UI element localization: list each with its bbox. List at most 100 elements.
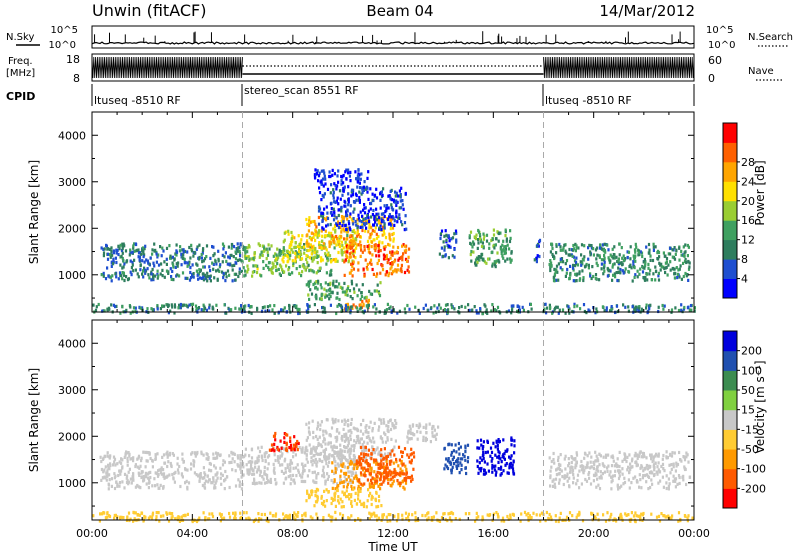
data-cell (356, 428, 359, 432)
data-cell (372, 208, 375, 213)
data-cell (374, 498, 377, 502)
data-cell (378, 292, 381, 296)
data-cell (354, 256, 357, 260)
data-cell (497, 450, 500, 454)
data-cell (382, 225, 385, 229)
data-cell (121, 245, 124, 249)
data-cell (647, 251, 650, 255)
data-cell (192, 272, 195, 276)
data-cell (171, 255, 174, 259)
data-cell (457, 457, 460, 461)
data-cell (377, 452, 380, 456)
data-cell (405, 259, 409, 263)
data-cell (566, 472, 569, 476)
data-cell (154, 453, 157, 457)
data-cell (474, 258, 478, 262)
data-cell (674, 306, 677, 310)
data-cell (634, 306, 637, 310)
data-cell (337, 495, 340, 499)
data-cell (335, 243, 338, 247)
data-cell (197, 306, 201, 310)
data-cell (633, 255, 636, 260)
data-cell (632, 514, 636, 518)
data-cell (557, 519, 560, 524)
data-cell (333, 246, 336, 250)
data-cell (608, 268, 611, 272)
data-cell (277, 447, 280, 451)
data-cell (157, 274, 160, 278)
data-cell (644, 264, 647, 268)
data-cell (480, 458, 484, 462)
data-cell (290, 448, 293, 452)
data-cell (137, 251, 141, 255)
data-cell (650, 278, 653, 282)
data-cell (268, 454, 271, 458)
data-cell (174, 470, 177, 474)
data-cell (591, 265, 594, 269)
data-cell (506, 448, 509, 452)
data-cell (318, 191, 322, 195)
data-cell (572, 268, 575, 272)
data-cell (117, 244, 120, 248)
data-cell (300, 448, 303, 452)
data-cell (323, 217, 326, 221)
data-cell (115, 275, 118, 279)
data-cell (315, 512, 318, 516)
data-cell (508, 247, 511, 251)
data-cell (283, 231, 286, 235)
data-cell (594, 450, 597, 454)
data-cell (100, 478, 103, 482)
data-cell (241, 260, 244, 264)
data-cell (279, 439, 282, 443)
data-cell (323, 287, 326, 291)
data-cell (381, 440, 384, 444)
data-cell (454, 229, 458, 233)
data-cell (328, 170, 331, 174)
data-cell (131, 260, 134, 264)
data-cell (401, 244, 404, 248)
data-cell (509, 464, 512, 468)
data-cell (340, 453, 343, 457)
data-cell (242, 305, 245, 309)
data-cell (365, 468, 368, 472)
data-cell (552, 254, 555, 258)
data-cell (137, 275, 140, 279)
data-cell (328, 453, 331, 458)
data-cell (344, 307, 347, 311)
data-cell (491, 457, 494, 461)
data-cell (234, 278, 237, 282)
data-cell (272, 514, 275, 518)
data-cell (121, 251, 124, 255)
data-cell (693, 306, 696, 310)
data-cell (483, 468, 486, 472)
data-cell (303, 251, 306, 255)
data-cell (202, 259, 205, 263)
data-cell (535, 256, 538, 260)
data-cell (402, 252, 405, 256)
data-cell (627, 250, 631, 254)
data-cell (336, 237, 339, 241)
data-cell (223, 479, 226, 483)
data-cell (285, 264, 288, 268)
data-cell (316, 235, 319, 239)
data-cell (377, 216, 381, 220)
data-cell (292, 443, 295, 447)
data-cell (325, 205, 328, 209)
data-cell (570, 456, 574, 460)
data-cell (540, 511, 543, 515)
data-cell (111, 253, 114, 257)
data-cell (390, 437, 393, 441)
data-cell (258, 481, 261, 485)
data-cell (661, 462, 665, 466)
data-cell (396, 194, 400, 198)
data-cell (113, 486, 117, 491)
data-cell (270, 269, 273, 273)
data-cell (118, 460, 121, 464)
data-cell (285, 441, 288, 445)
data-cell (648, 272, 651, 276)
data-cell (668, 463, 671, 467)
data-cell (348, 215, 351, 219)
nave-label: Nave (748, 66, 774, 77)
data-cell (389, 189, 392, 193)
data-cell (169, 309, 172, 313)
